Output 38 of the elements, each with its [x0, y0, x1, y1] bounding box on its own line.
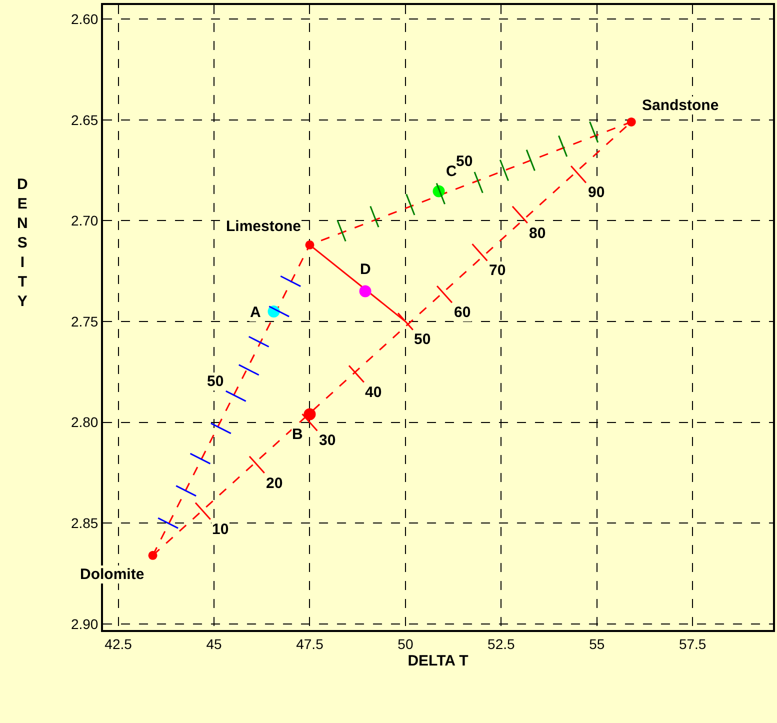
- annotation: 50: [207, 373, 224, 390]
- annotation: 90: [588, 184, 605, 201]
- y-tick-label: 2.70: [70, 212, 98, 229]
- annotation: B: [292, 426, 303, 443]
- x-tick-label: 57.5: [678, 636, 706, 652]
- annotation: Limestone: [226, 218, 302, 235]
- x-tick-label: 50: [398, 636, 414, 652]
- annotation: 60: [454, 304, 471, 321]
- point: [359, 285, 372, 298]
- y-tick-label: 2.65: [70, 112, 98, 128]
- y-tick-label: 2.80: [70, 414, 98, 430]
- y-tick-label: 2.75: [70, 313, 98, 330]
- point: [148, 550, 158, 560]
- annotation: Sandstone: [642, 97, 719, 114]
- y-tick-label: 2.60: [70, 11, 98, 28]
- y-tick-label: 2.85: [70, 515, 98, 532]
- x-tick-label: 55: [589, 636, 605, 652]
- annotation: 80: [529, 225, 546, 242]
- annotation: 40: [365, 384, 382, 401]
- annotation: D: [360, 261, 371, 278]
- annotation: Dolomite: [80, 566, 144, 583]
- annotation: 50: [414, 331, 431, 348]
- annotation: 30: [319, 432, 336, 449]
- point: [305, 240, 314, 250]
- x-tick-label: 52.5: [488, 636, 516, 652]
- annotation: A: [250, 304, 261, 321]
- y-tick-label: 2.90: [70, 616, 98, 632]
- y-axis-title: DENSITY: [17, 176, 28, 310]
- annotation: 70: [489, 262, 506, 279]
- x-tick-label: 47.5: [296, 636, 324, 652]
- annotation: 10: [212, 521, 229, 538]
- annotation: C: [446, 163, 457, 180]
- x-axis-title: DELTA T: [408, 652, 468, 670]
- annotation: 20: [266, 475, 283, 492]
- point: [626, 117, 636, 126]
- x-tick-label: 45: [206, 636, 222, 652]
- annotation: 50: [456, 153, 473, 170]
- x-tick-label: 42.5: [104, 636, 132, 652]
